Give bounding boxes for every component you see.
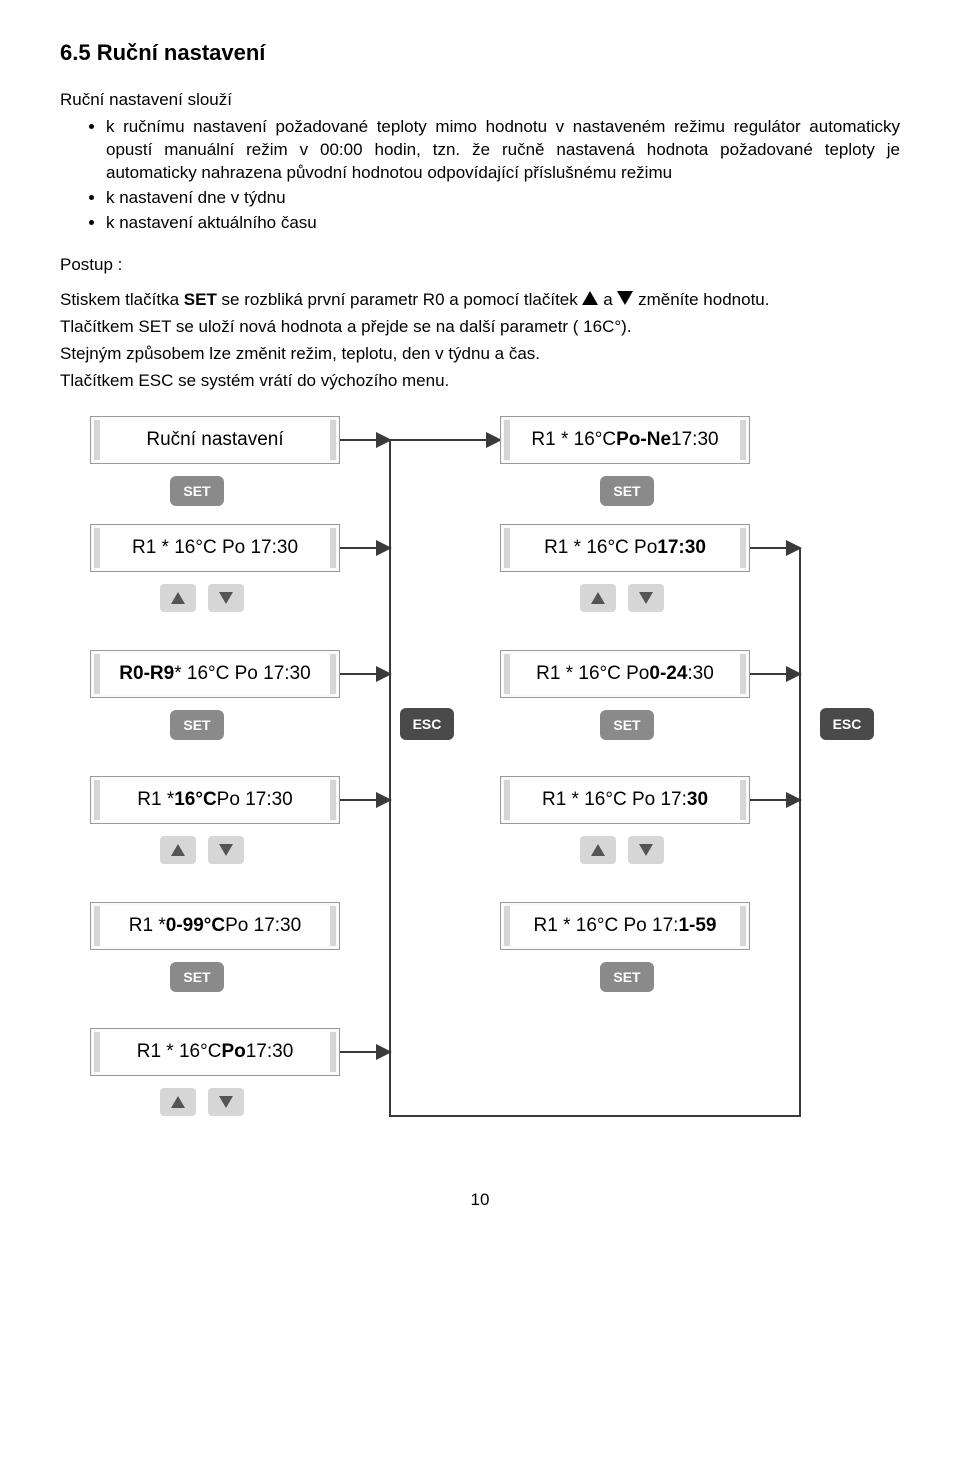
lcd-text-bold: 0-24	[649, 663, 687, 685]
paragraph-4: Tlačítkem ESC se systém vrátí do výchozí…	[60, 370, 900, 393]
page-number: 10	[60, 1190, 900, 1210]
triangle-up-icon	[582, 289, 598, 312]
lcd-text: :30	[687, 663, 713, 685]
lcd-text-bold: Po	[221, 1041, 245, 1063]
lcd-display: R1 * 16°C Po 17:30	[90, 524, 340, 572]
down-button[interactable]	[208, 1088, 244, 1116]
lcd-text-bold: 0-99°C	[166, 915, 225, 937]
up-button[interactable]	[160, 1088, 196, 1116]
triangle-down-icon	[617, 289, 633, 312]
lcd-text-bold: 1-59	[678, 915, 716, 937]
lcd-display: R1 * 16°C Po 17:30	[500, 524, 750, 572]
paragraph-2: Tlačítkem SET se uloží nová hodnota a př…	[60, 316, 900, 339]
arrow-buttons	[160, 584, 244, 612]
lcd-text-bold: 17:30	[657, 537, 706, 559]
up-button[interactable]	[160, 584, 196, 612]
lcd-text: R1 * 16°C	[531, 429, 616, 451]
down-button[interactable]	[208, 584, 244, 612]
lcd-text: 17:30	[246, 1041, 294, 1063]
lcd-text: R1 *	[137, 789, 174, 811]
lcd-text: R1 * 16°C Po	[544, 537, 657, 559]
down-button[interactable]	[628, 584, 664, 612]
esc-button[interactable]: ESC	[400, 708, 454, 740]
arrow-buttons	[580, 584, 664, 612]
lcd-display: R1 * 0-99°C Po 17:30	[90, 902, 340, 950]
lcd-display: R1 * 16°C Po 17:30	[90, 1028, 340, 1076]
lcd-display: R0-R9* 16°C Po 17:30	[90, 650, 340, 698]
text: se rozbliká první parametr R0 a pomocí t…	[217, 290, 583, 309]
lcd-display: R1 * 16°C Po-Ne 17:30	[500, 416, 750, 464]
bullet-item: k nastavení aktuálního času	[106, 212, 900, 235]
bullet-item: k ručnímu nastavení požadované teploty m…	[106, 116, 900, 185]
text-bold: SET	[184, 290, 217, 309]
lcd-text-bold: 16°C	[174, 789, 216, 811]
arrow-buttons	[160, 1088, 244, 1116]
up-button[interactable]	[160, 836, 196, 864]
lcd-text: R1 * 16°C Po 17:	[542, 789, 687, 811]
arrow-buttons	[160, 836, 244, 864]
up-button[interactable]	[580, 584, 616, 612]
lcd-text: Ruční nastavení	[146, 429, 283, 451]
arrow-buttons	[580, 836, 664, 864]
intro-text: Ruční nastavení slouží	[60, 90, 900, 110]
section-heading: 6.5 Ruční nastavení	[60, 40, 900, 66]
text: a	[598, 290, 617, 309]
lcd-text-bold: Po-Ne	[616, 429, 671, 451]
down-button[interactable]	[628, 836, 664, 864]
paragraph-3: Stejným způsobem lze změnit režim, teplo…	[60, 343, 900, 366]
bullet-item: k nastavení dne v týdnu	[106, 187, 900, 210]
flow-diagram: Ruční nastavení SET R1 * 16°C Po 17:30 R…	[60, 416, 900, 1136]
set-button[interactable]: SET	[170, 710, 224, 740]
up-button[interactable]	[580, 836, 616, 864]
lcd-text-bold: R0-R9	[119, 663, 174, 685]
lcd-display: R1 * 16°C Po 17:30	[500, 776, 750, 824]
esc-button[interactable]: ESC	[820, 708, 874, 740]
set-button[interactable]: SET	[170, 476, 224, 506]
lcd-text: Po 17:30	[225, 915, 301, 937]
text: změníte hodnotu.	[633, 290, 769, 309]
lcd-text: * 16°C Po 17:30	[174, 663, 310, 685]
lcd-text: R1 * 16°C Po 17:30	[132, 537, 298, 559]
set-button[interactable]: SET	[170, 962, 224, 992]
postup-label: Postup :	[60, 255, 900, 275]
set-button[interactable]: SET	[600, 476, 654, 506]
lcd-text: R1 * 16°C	[137, 1041, 222, 1063]
lcd-text: 17:30	[671, 429, 719, 451]
lcd-display: Ruční nastavení	[90, 416, 340, 464]
paragraph-1: Stiskem tlačítka SET se rozbliká první p…	[60, 289, 900, 312]
lcd-text: Po 17:30	[217, 789, 293, 811]
lcd-text: R1 *	[129, 915, 166, 937]
down-button[interactable]	[208, 836, 244, 864]
lcd-display: R1 * 16°C Po 17:30	[90, 776, 340, 824]
text: Stiskem tlačítka	[60, 290, 184, 309]
bullet-list: k ručnímu nastavení požadované teploty m…	[106, 116, 900, 235]
lcd-display: R1 * 16°C Po 17:1-59	[500, 902, 750, 950]
lcd-display: R1 * 16°C Po 0-24:30	[500, 650, 750, 698]
set-button[interactable]: SET	[600, 710, 654, 740]
lcd-text: R1 * 16°C Po	[536, 663, 649, 685]
set-button[interactable]: SET	[600, 962, 654, 992]
lcd-text: R1 * 16°C Po 17:	[534, 915, 679, 937]
lcd-text-bold: 30	[687, 789, 708, 811]
